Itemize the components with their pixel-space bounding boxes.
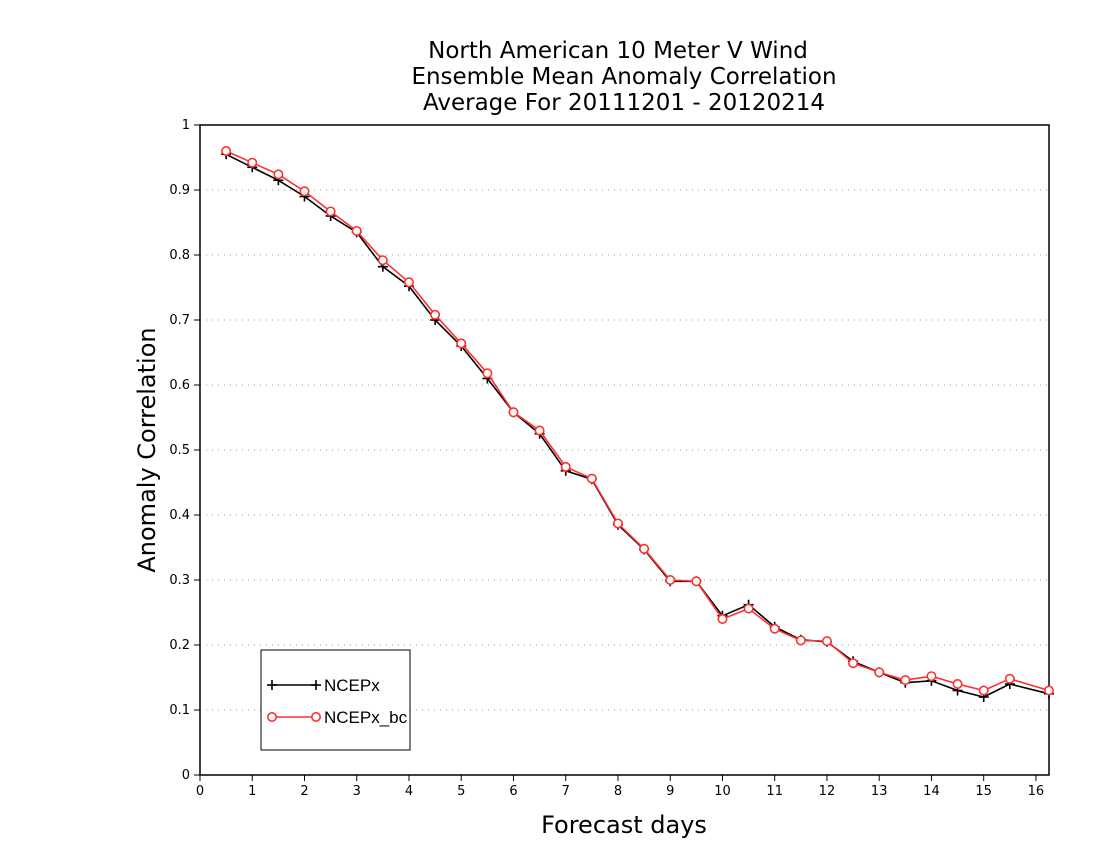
chart-title-line-1: North American 10 Meter V Wind (428, 38, 808, 64)
x-tick-label: 11 (766, 784, 783, 799)
x-tick-label: 13 (871, 784, 888, 799)
plot-frame (199, 124, 1050, 776)
x-tick-label: 12 (819, 784, 836, 799)
chart-title-line-3: Average For 20111201 - 20120214 (423, 90, 825, 116)
legend: NCEPx NCEPx_bc (260, 649, 411, 751)
data-point-ncepx-bc (769, 623, 780, 634)
legend-label-ncepx: NCEPx (324, 676, 380, 695)
x-tick-label: 7 (562, 784, 570, 799)
x-axis-label: Forecast days (541, 811, 707, 839)
data-point-ncepx-bc (508, 407, 519, 418)
series-line-ncepx (225, 153, 1050, 698)
data-point-ncepx-bc (874, 667, 885, 678)
data-point-ncepx-bc (377, 255, 388, 266)
x-tick-label: 1 (248, 784, 256, 799)
data-point-ncepx-bc (952, 678, 963, 689)
grid-lines (200, 189, 1049, 711)
x-tick-label: 6 (509, 784, 517, 799)
series-line-ncepx-bc (225, 150, 1050, 692)
chart-title-line-2: Ensemble Mean Anomaly Correlation (411, 64, 836, 90)
data-point-ncepx-bc (978, 685, 989, 696)
x-tick-label: 9 (666, 784, 674, 799)
x-tick-label: 14 (923, 784, 940, 799)
legend-circle-right (310, 711, 321, 722)
y-tick-label: 0 (182, 768, 190, 783)
data-point-ncepx-bc (221, 146, 232, 157)
data-point-ncepx-bc (639, 543, 650, 554)
legend-marker-ncepx (267, 680, 321, 690)
data-point-ncepx-bc (430, 309, 441, 320)
data-point-ncepx-bc (926, 671, 937, 682)
y-tick-label: 0.5 (169, 443, 190, 458)
data-point-ncepx-bc (482, 368, 493, 379)
y-tick-label: 0.8 (169, 248, 190, 263)
legend-box (260, 649, 411, 751)
data-point-ncepx-bc (299, 186, 310, 197)
data-point-ncepx-bc (403, 277, 414, 288)
x-tick-label: 3 (353, 784, 361, 799)
data-point-ncepx-bc (665, 574, 676, 585)
y-axis-label: Anomaly Correlation (133, 327, 161, 572)
y-tick-label: 0.7 (169, 313, 190, 328)
data-point-ncepx-bc (848, 658, 859, 669)
data-point-ncepx-bc (691, 576, 702, 587)
data-point-ncepx-bc (247, 157, 258, 168)
data-point-ncepx-bc (560, 461, 571, 472)
x-tick-label: 0 (196, 784, 204, 799)
legend-plus-right (311, 680, 321, 690)
y-tick-label: 0.4 (169, 508, 190, 523)
y-tick-label: 1 (182, 118, 190, 133)
x-tick-label: 5 (457, 784, 465, 799)
y-tick-label: 0.6 (169, 378, 190, 393)
data-point-ncepx-bc (351, 225, 362, 236)
series-layer (221, 146, 1055, 702)
y-tick-label: 0.2 (169, 638, 190, 653)
data-point-ncepx-bc (273, 169, 284, 180)
y-tick-label: 0.9 (169, 183, 190, 198)
legend-label-ncepx-bc: NCEPx_bc (324, 708, 408, 727)
chart-title: North American 10 Meter V Wind Ensemble … (411, 38, 836, 116)
data-point-ncepx-bc (717, 613, 728, 624)
legend-plus-left (267, 680, 277, 690)
data-point-ncepx-bc (1004, 673, 1015, 684)
data-point-ncepx-bc (1044, 685, 1055, 696)
data-point-ncepx-bc (743, 603, 754, 614)
data-point-ncepx-bc (534, 425, 545, 436)
data-point-ncepx-bc (795, 635, 806, 646)
x-tick-label: 15 (975, 784, 992, 799)
legend-marker-ncepx-bc (266, 711, 321, 722)
x-tick-label: 4 (405, 784, 413, 799)
x-tick-label: 2 (300, 784, 308, 799)
data-point-ncepx-bc (900, 675, 911, 686)
data-point-ncepx-bc (456, 338, 467, 349)
x-tick-label: 16 (1028, 784, 1045, 799)
legend-circle-left (266, 711, 277, 722)
data-point-ncepx-bc (586, 473, 597, 484)
x-tick-label: 10 (714, 784, 731, 799)
y-tick-label: 0.3 (169, 573, 190, 588)
x-tick-label: 8 (614, 784, 622, 799)
axis-ticks: 00.10.20.30.40.50.60.70.80.910 1 2 3 4 5 6 7 8 9 1… (169, 118, 1044, 799)
data-point-ncepx-bc (612, 518, 623, 529)
data-point-ncepx-bc (821, 636, 832, 647)
data-point-ncepx-bc (325, 206, 336, 217)
y-tick-label: 0.1 (169, 703, 190, 718)
